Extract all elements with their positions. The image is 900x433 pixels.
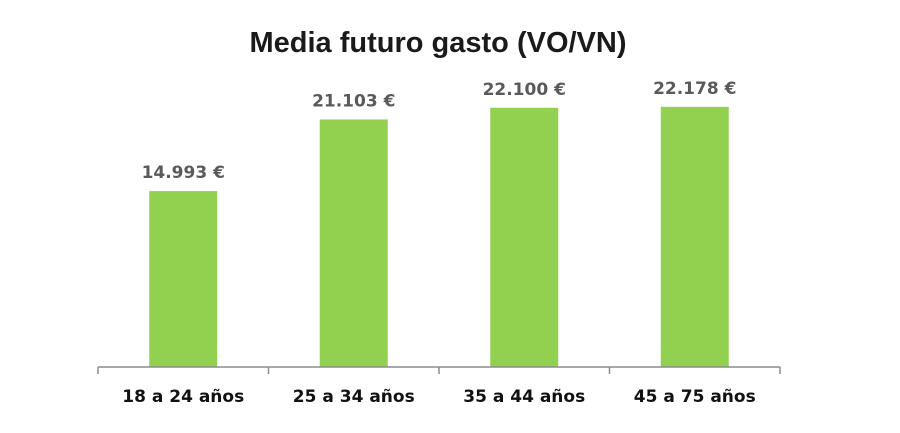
data-label-1: 14.993 €	[142, 163, 225, 183]
category-labels-layer: 18 a 24 años 25 a 34 años 35 a 44 años 45 a…	[122, 387, 755, 407]
bar-2	[319, 119, 388, 367]
tick-marks-layer	[97, 367, 781, 374]
chart-title: Media futuro gasto (VO/VN)	[250, 27, 627, 59]
bar-1	[149, 191, 218, 367]
data-labels-layer: 14.993 € 21.103 € 22.100 € 22.178 €	[142, 79, 737, 183]
bars-layer	[149, 106, 729, 368]
data-label-3: 22.100 €	[483, 80, 566, 100]
bar-4	[660, 106, 729, 368]
data-label-2: 21.103 €	[312, 91, 395, 111]
category-label-2: 25 a 34 años	[293, 387, 415, 407]
category-label-1: 18 a 24 años	[122, 387, 244, 407]
category-label-3: 35 a 44 años	[463, 387, 585, 407]
bar-3	[490, 107, 559, 367]
category-label-4: 45 a 75 años	[634, 387, 756, 407]
data-label-4: 22.178 €	[653, 79, 736, 99]
